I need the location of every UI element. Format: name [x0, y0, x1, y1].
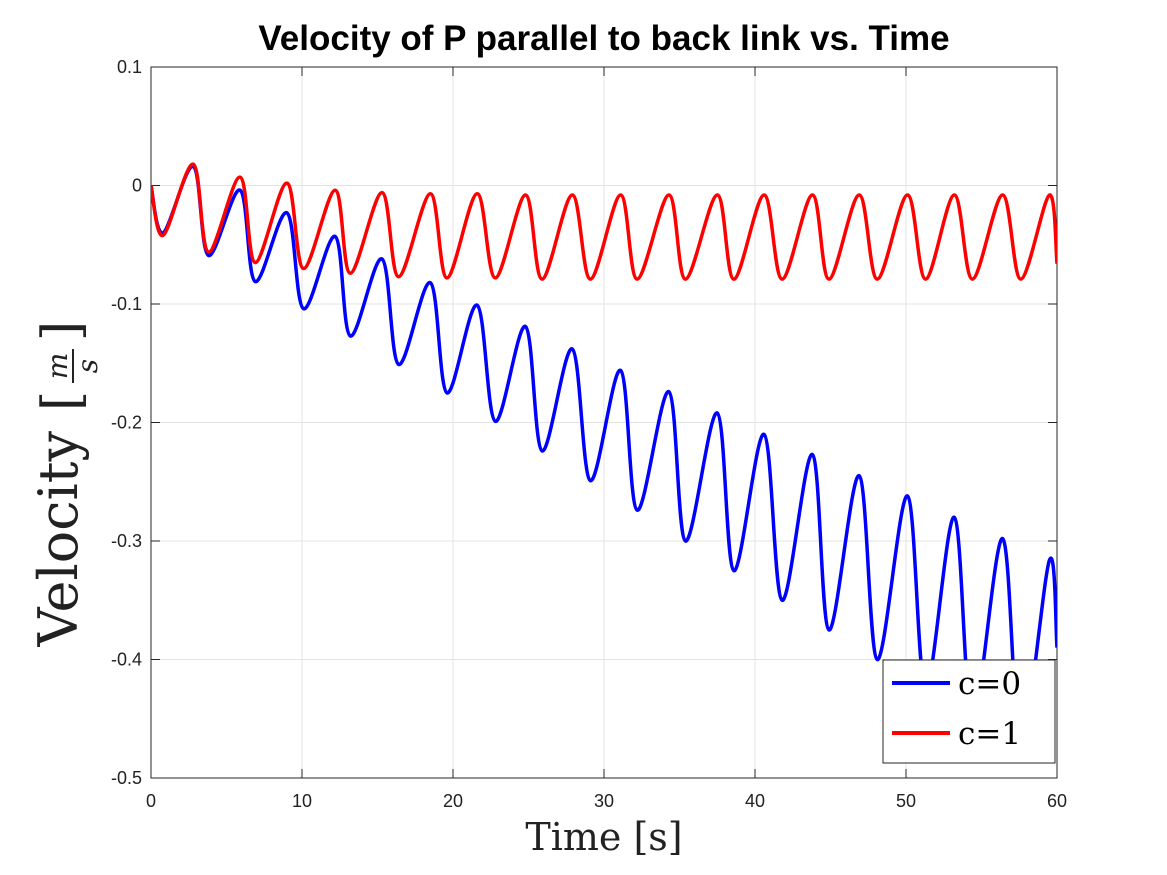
y-tick-label: -0.4 — [111, 650, 142, 670]
series-line-c1 — [151, 162, 1057, 281]
chart-title: Velocity of P parallel to back link vs. … — [258, 19, 949, 58]
x-tick-label: 60 — [1047, 791, 1067, 811]
y-axis-unit-bracket-right: ] — [32, 321, 92, 341]
y-axis-label-group: Velocity [ m s ] — [27, 321, 104, 648]
x-tick-label: 50 — [896, 791, 916, 811]
legend-label-c0: c=0 — [958, 666, 1021, 702]
y-tick-label: -0.5 — [111, 768, 142, 788]
x-tick-label: 30 — [594, 791, 614, 811]
x-tick-label: 10 — [292, 791, 312, 811]
legend-box — [882, 659, 1056, 764]
y-tick-label: -0.3 — [111, 531, 142, 551]
y-axis-unit-denominator: s — [71, 359, 104, 373]
axis-ticks: 0 10 20 30 40 50 60 0.1 0 -0.1 -0.2 -0.3 -0.4 -0.5 — [111, 57, 1067, 811]
x-tick-label: 20 — [443, 791, 463, 811]
y-axis-unit-numerator: m — [41, 353, 74, 380]
y-tick-label: 0 — [132, 176, 142, 196]
x-tick-label: 0 — [146, 791, 156, 811]
y-tick-label: 0.1 — [117, 57, 142, 77]
legend: c=0 c=1 — [882, 659, 1056, 764]
legend-label-c1: c=1 — [958, 716, 1021, 752]
y-tick-label: -0.1 — [111, 294, 142, 314]
y-axis-label: Velocity — [27, 431, 90, 648]
x-axis-label: Time [s] — [525, 815, 682, 859]
y-axis-unit-bracket-left: [ — [32, 391, 92, 411]
x-tick-label: 40 — [745, 791, 765, 811]
y-tick-label: -0.2 — [111, 413, 142, 433]
